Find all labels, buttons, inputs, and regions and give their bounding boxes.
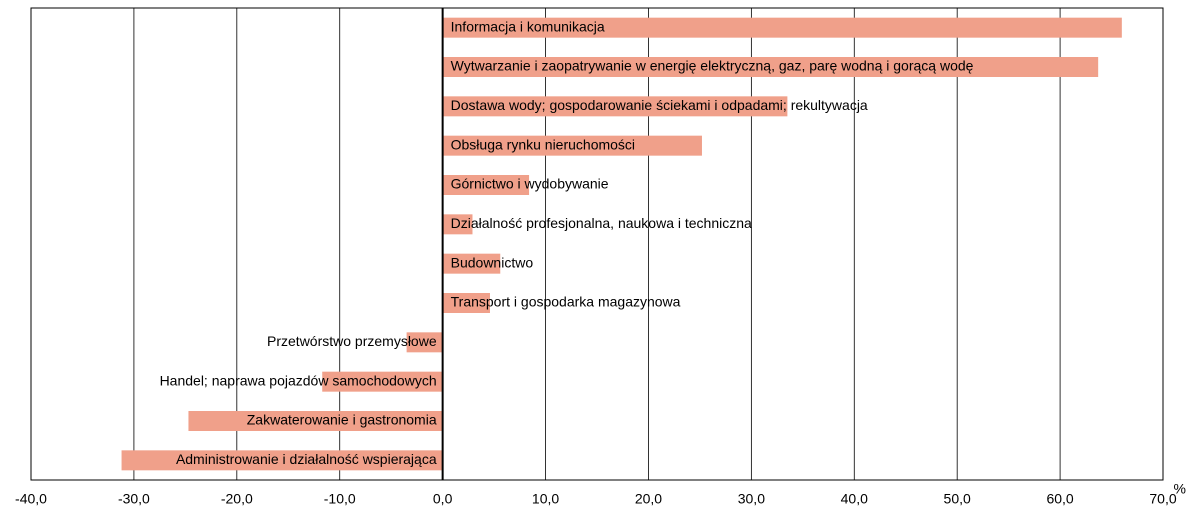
bar — [442, 96, 788, 117]
bar — [442, 214, 473, 235]
bar — [322, 371, 443, 392]
category-label: Handel; naprawa pojazdów samochodowych — [160, 372, 437, 388]
category-label: Obsługa rynku nieruchomości — [451, 136, 635, 152]
category-label: Transport i gospodarka magazynowa — [451, 294, 681, 310]
x-tick-label: 30,0 — [738, 491, 765, 507]
bar — [442, 17, 1122, 38]
x-tick-label: 50,0 — [944, 491, 971, 507]
category-label: Dostawa wody; gospodarowanie ściekami i … — [451, 97, 868, 113]
bar — [406, 332, 443, 353]
bar — [442, 135, 702, 156]
x-tick-label: 60,0 — [1046, 491, 1073, 507]
x-tick-label: 10,0 — [532, 491, 559, 507]
category-label: Działalność profesjonalna, naukowa i tec… — [451, 215, 752, 231]
x-tick-label: 20,0 — [635, 491, 662, 507]
category-label: Zakwaterowanie i gastronomia — [247, 412, 437, 428]
category-label: Górnictwo i wydobywanie — [451, 176, 609, 192]
x-tick-label: -40,0 — [15, 491, 47, 507]
x-tick-label: 0,0 — [433, 491, 453, 507]
x-tick-label: -10,0 — [324, 491, 356, 507]
plot-frame — [30, 7, 1164, 481]
x-tick-label: -20,0 — [221, 491, 253, 507]
x-tick-label: 70,0 — [1149, 491, 1176, 507]
category-label: Przetwórstwo przemysłowe — [267, 333, 437, 349]
bar — [442, 253, 501, 274]
bar — [188, 411, 443, 431]
x-unit: % — [1174, 481, 1186, 497]
bar — [121, 450, 443, 471]
bar — [442, 293, 490, 313]
bar — [442, 175, 530, 195]
x-tick-label: 40,0 — [841, 491, 868, 507]
category-label: Budownictwo — [451, 254, 534, 270]
x-tick-label: -30,0 — [118, 491, 150, 507]
category-label: Wytwarzanie i zaopatrywanie w energię el… — [451, 58, 974, 74]
bar — [442, 57, 1099, 77]
category-label: Informacja i komunikacja — [451, 18, 605, 34]
category-label: Administrowanie i działalność wspierając… — [176, 451, 437, 467]
